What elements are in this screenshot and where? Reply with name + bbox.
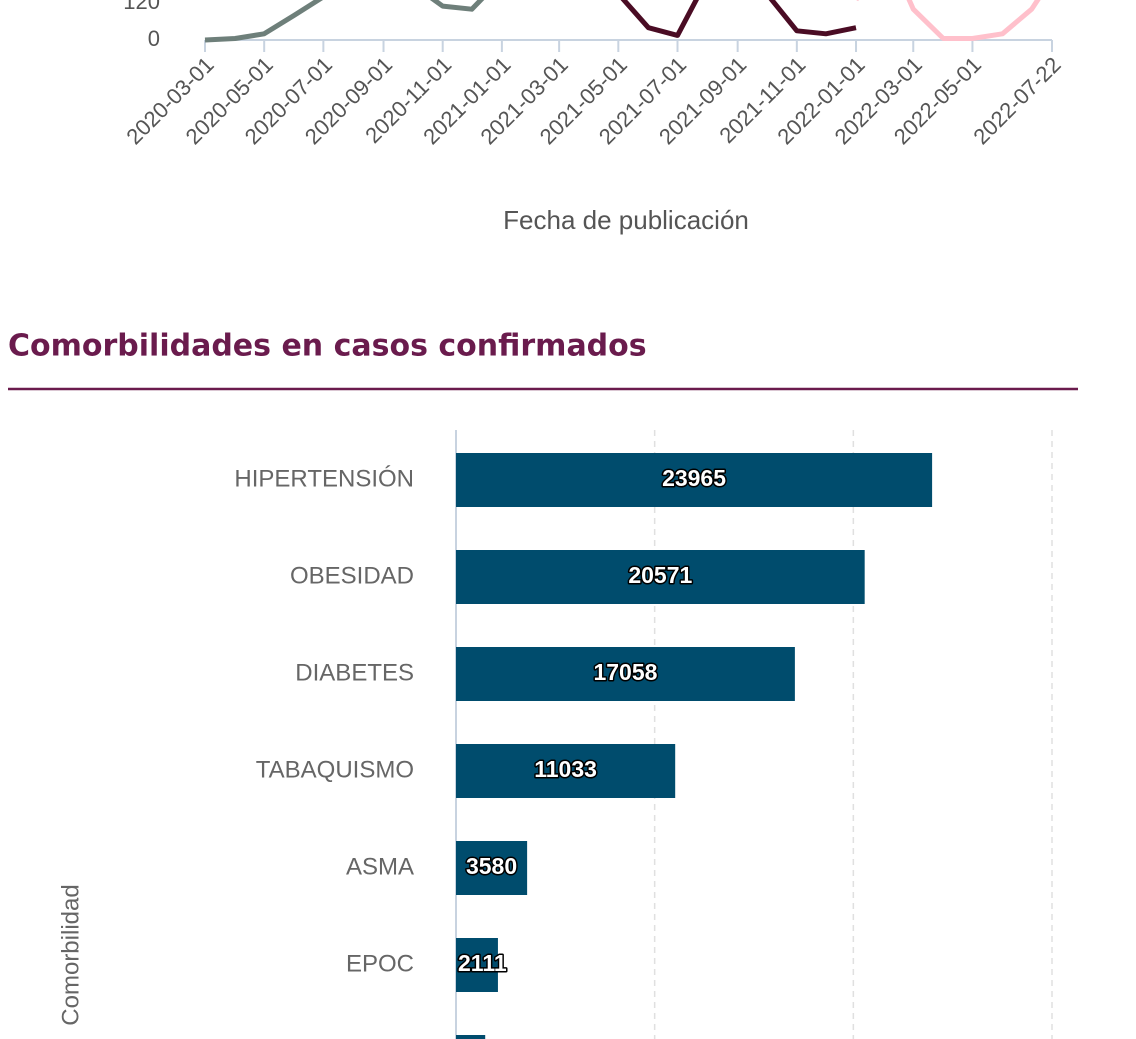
bar xyxy=(456,453,933,507)
bar xyxy=(456,1035,486,1039)
y-tick-label: ASMA xyxy=(346,853,414,880)
bar xyxy=(456,841,528,895)
y-tick-label: 120 xyxy=(123,0,160,14)
series-line xyxy=(620,0,857,38)
y-axis-title: Comorbilidad xyxy=(57,884,84,1025)
value-label: 20571 xyxy=(628,562,692,588)
series-line xyxy=(204,0,485,43)
x-axis-title: Fecha de publicación xyxy=(503,205,749,235)
value-label: 3580 xyxy=(466,853,517,879)
value-label: 23965 xyxy=(662,465,726,491)
y-tick-label: 0 xyxy=(148,26,160,51)
y-tick-label: HIPERTENSIÓN xyxy=(234,465,414,492)
bar xyxy=(456,744,676,798)
value-label: 11033 xyxy=(534,756,597,782)
bar xyxy=(456,550,865,604)
y-tick-label: OBESIDAD xyxy=(290,562,414,589)
y-tick-label: DIABETES xyxy=(295,659,414,686)
bar xyxy=(456,938,498,992)
y-tick-label: EPOC xyxy=(346,950,414,977)
value-label: 2111 xyxy=(458,950,507,976)
section-title: Comorbilidades en casos confirmados xyxy=(8,329,647,364)
bar xyxy=(456,647,795,701)
series-line xyxy=(856,0,1041,41)
y-tick-label: TABAQUISMO xyxy=(256,756,414,783)
value-label: 17058 xyxy=(593,659,657,685)
